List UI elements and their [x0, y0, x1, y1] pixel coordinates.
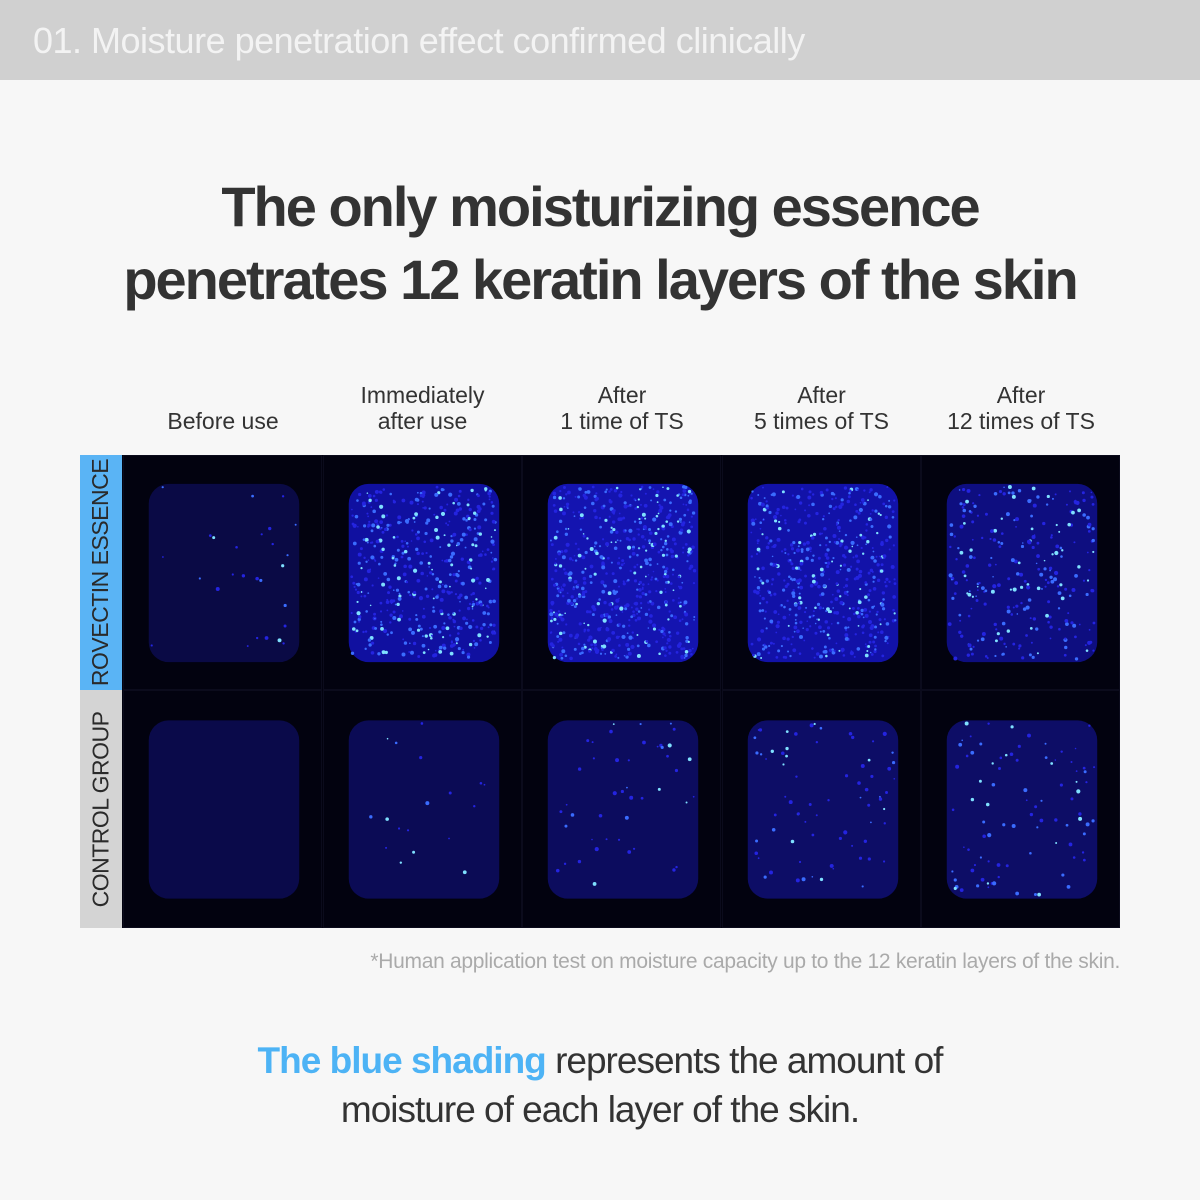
caption-rest: represents the amount of: [545, 1040, 943, 1081]
row-label-control-group: CONTROL GROUP: [80, 690, 122, 928]
column-header-line-1: After: [597, 382, 647, 408]
skin-scan-image: [522, 455, 721, 690]
column-header: After 1 time of TS: [522, 380, 722, 434]
column-header: Immediately after use: [323, 380, 523, 434]
skin-scan-image: [921, 690, 1120, 928]
headline-line-2: penetrates 12 keratin layers of the skin: [123, 248, 1078, 311]
skin-scan-image: [721, 455, 921, 690]
column-header-line-2: 12 times of TS: [947, 408, 1095, 434]
footnote: *Human application test on moisture capa…: [370, 950, 1120, 973]
skin-scan-image: [322, 455, 522, 690]
skin-scan-image: [123, 690, 322, 928]
column-header: Before use: [123, 380, 323, 434]
column-header: After 12 times of TS: [921, 380, 1121, 434]
skin-scan-image: [322, 690, 522, 928]
column-header-line-2: 1 time of TS: [560, 408, 684, 434]
caption: The blue shading represents the amount o…: [0, 1036, 1200, 1134]
column-header-line-2: after use: [377, 408, 468, 434]
column-header: After 5 times of TS: [722, 380, 922, 434]
skin-scan-image: [123, 455, 322, 690]
caption-highlight: The blue shading: [257, 1040, 547, 1081]
row-label-text: CONTROL GROUP: [87, 711, 114, 907]
row-label-rovectin-essence: ROVECTIN ESSENCE: [80, 455, 122, 690]
column-header-line-2: 5 times of TS: [753, 408, 890, 434]
headline: The only moisturizing essence penetrates…: [0, 170, 1200, 316]
column-header-line-1: After: [797, 382, 846, 408]
skin-scan-image: [721, 690, 921, 928]
caption-line-2: moisture of each layer of the skin.: [340, 1089, 860, 1130]
section-banner: 01. Moisture penetration effect confirme…: [0, 0, 1200, 80]
column-header-line-1: Immediately: [360, 382, 485, 408]
row-label-text: ROVECTIN ESSENCE: [87, 458, 114, 687]
column-header-line-2: Before use: [167, 408, 279, 434]
headline-line-1: The only moisturizing essence: [221, 175, 980, 238]
skin-image-grid: ROVECTIN ESSENCE CONTROL GROUP: [80, 455, 1120, 928]
skin-scan-image: [522, 690, 721, 928]
skin-scan-image: [921, 455, 1120, 690]
section-title: 01. Moisture penetration effect confirme…: [33, 20, 805, 61]
column-header-line-1: After: [996, 382, 1046, 408]
